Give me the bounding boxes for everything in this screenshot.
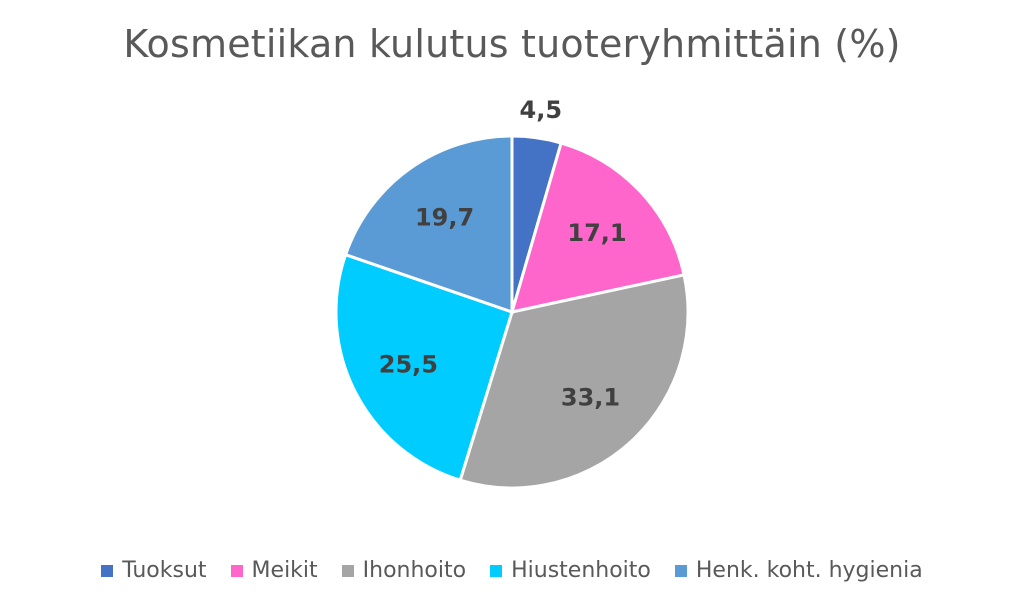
legend-label: Henk. koht. hygienia xyxy=(695,558,923,583)
legend-swatch xyxy=(230,564,243,577)
legend-item-hiustenhoito: Hiustenhoito xyxy=(490,558,651,583)
legend-item-henk-koht-hygienia: Henk. koht. hygienia xyxy=(674,558,923,583)
legend-item-tuoksut: Tuoksut xyxy=(101,558,207,583)
data-label-hiustenhoito: 25,5 xyxy=(379,351,438,379)
legend-swatch xyxy=(341,564,354,577)
legend-item-meikit: Meikit xyxy=(230,558,318,583)
legend-label: Tuoksut xyxy=(122,558,207,583)
legend-label: Hiustenhoito xyxy=(511,558,651,583)
legend-label: Ihonhoito xyxy=(362,558,467,583)
pie-slice-henk-koht-hygienia xyxy=(343,134,514,315)
pie-slice-hiustenhoito xyxy=(334,252,514,483)
chart-title: Kosmetiikan kulutus tuoteryhmittäin (%) xyxy=(123,22,901,66)
pie-slice-ihonhoito xyxy=(458,273,690,490)
legend: Tuoksut Meikit Ihonhoito Hiustenhoito Henk. … xyxy=(0,558,1024,583)
legend-label: Meikit xyxy=(251,558,318,583)
legend-swatch xyxy=(490,564,503,577)
legend-swatch xyxy=(674,564,687,577)
legend-item-ihonhoito: Ihonhoito xyxy=(341,558,467,583)
data-label-meikit: 17,1 xyxy=(567,219,626,247)
data-label-henk-koht-hygienia: 19,7 xyxy=(415,203,474,231)
data-label-ihonhoito: 33,1 xyxy=(561,384,620,412)
data-label-tuoksut: 4,5 xyxy=(520,96,563,124)
legend-swatch xyxy=(101,564,114,577)
pie-slice-meikit xyxy=(509,141,686,314)
